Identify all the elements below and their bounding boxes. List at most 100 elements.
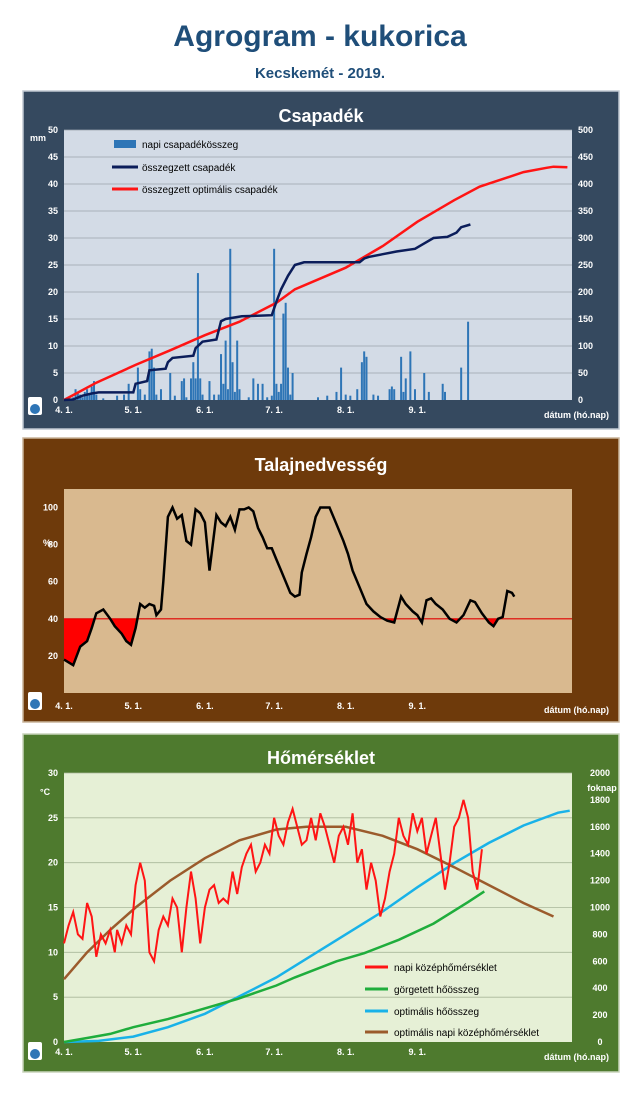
precip-bar xyxy=(356,389,359,400)
precip-bar xyxy=(460,367,463,400)
y-tick-label: 20 xyxy=(48,287,58,297)
precip-bar xyxy=(317,397,319,400)
temperature-title: Hőmérséklet xyxy=(267,748,375,768)
soil-deficit-area xyxy=(110,618,138,645)
precip-bar xyxy=(335,391,338,400)
y-tick-label: 5 xyxy=(53,992,58,1002)
precip-bar xyxy=(213,394,216,400)
y-tick-label: 20 xyxy=(48,858,58,868)
y-tick-label: 0 xyxy=(53,395,58,405)
precip-bar xyxy=(196,273,199,400)
precip-bar xyxy=(273,248,276,400)
precip-bar xyxy=(444,391,446,400)
soil-deficit-area xyxy=(64,618,95,666)
precip-bar xyxy=(139,389,142,400)
precip-bar xyxy=(201,394,204,400)
precip-bar xyxy=(344,394,347,400)
omsz-logo-icon xyxy=(28,692,42,710)
x-tick-label: 9. 1. xyxy=(409,1047,427,1057)
x-tick-label: 6. 1. xyxy=(196,1047,214,1057)
precip-bar xyxy=(224,340,227,400)
y-tick-label: 10 xyxy=(48,341,58,351)
soil-xlabel: dátum (hó.nap) xyxy=(544,705,609,715)
precipitation-ylabel: mm xyxy=(30,133,46,143)
x-tick-label: 4. 1. xyxy=(55,701,73,711)
y-tick-label: 25 xyxy=(48,260,58,270)
legend-label-opt-heat: optimális hőösszeg xyxy=(394,1007,479,1018)
precipitation-xlabel: dátum (hó.nap) xyxy=(544,410,609,420)
precip-bar xyxy=(88,394,91,400)
y2-tick-label: 800 xyxy=(592,929,607,939)
precip-bar xyxy=(159,389,162,400)
y2-tick-label: 1600 xyxy=(590,822,610,832)
precip-bar xyxy=(238,389,241,400)
y2-tick-label: 350 xyxy=(578,206,593,216)
x-tick-label: 8. 1. xyxy=(337,701,355,711)
temperature-y2label: foknap xyxy=(587,783,617,793)
precip-bar xyxy=(286,367,289,400)
x-tick-label: 8. 1. xyxy=(337,405,355,415)
precip-bar xyxy=(208,381,211,400)
page-title: Agrogram - kukorica xyxy=(173,20,467,53)
precip-bar xyxy=(377,395,380,400)
precip-bar xyxy=(365,356,368,400)
precip-bar xyxy=(199,378,202,400)
x-tick-label: 4. 1. xyxy=(55,405,73,415)
y-tick-label: 30 xyxy=(48,233,58,243)
y2-tick-label: 400 xyxy=(592,983,607,993)
omsz-logo-icon xyxy=(28,397,42,415)
precip-bar xyxy=(349,395,352,400)
precipitation-legend: napi csapadékösszeg összegzett csapadék … xyxy=(112,140,279,196)
optimal-daily-mean-temp-line xyxy=(63,825,555,981)
y2-tick-label: 1200 xyxy=(590,876,610,886)
x-tick-label: 9. 1. xyxy=(409,701,427,711)
precip-bar xyxy=(266,397,269,400)
legend-swatch-bars xyxy=(114,140,136,148)
precip-bar xyxy=(169,373,172,400)
rolling-heat-sum-line xyxy=(63,890,485,1044)
precip-bar xyxy=(256,383,259,400)
temperature-ylabel: °C xyxy=(40,787,51,797)
y2-tick-label: 1000 xyxy=(590,903,610,913)
legend-label-daily-temp: napi középhőmérséklet xyxy=(394,963,497,974)
temperature-legend: napi középhőmérséklet görgetett hőösszeg… xyxy=(365,963,539,1039)
precip-bar xyxy=(284,302,287,400)
omsz-logo-icon xyxy=(28,1042,42,1060)
precip-bar xyxy=(173,395,176,400)
x-tick-label: 9. 1. xyxy=(409,405,427,415)
precip-bar xyxy=(143,394,146,400)
precip-bar xyxy=(390,386,393,400)
x-tick-label: 6. 1. xyxy=(196,405,214,415)
precip-bar xyxy=(183,378,186,400)
y2-tick-label: 500 xyxy=(578,125,593,135)
legend-label-cum: összegzett csapadék xyxy=(142,163,236,174)
y-tick-label: 25 xyxy=(48,813,58,823)
precip-bar xyxy=(388,389,391,400)
x-tick-label: 5. 1. xyxy=(125,701,143,711)
y2-tick-label: 200 xyxy=(592,1010,607,1020)
precip-bar xyxy=(150,348,153,400)
precip-bar xyxy=(261,383,264,400)
precip-bar xyxy=(76,391,79,400)
precip-bar xyxy=(217,394,220,400)
precip-bar xyxy=(372,394,375,400)
precip-bar xyxy=(226,389,229,400)
precip-bar xyxy=(270,395,273,400)
x-tick-label: 6. 1. xyxy=(196,701,214,711)
precip-bar xyxy=(233,391,236,400)
precip-bar xyxy=(282,313,285,400)
soil-moisture-line xyxy=(63,504,516,668)
precip-bar xyxy=(252,378,255,400)
y2-tick-label: 300 xyxy=(578,233,593,243)
x-tick-label: 5. 1. xyxy=(125,1047,143,1057)
precip-bar xyxy=(236,340,239,400)
precip-bar xyxy=(180,381,183,400)
precip-bar xyxy=(326,395,329,400)
temperature-xlabel: dátum (hó.nap) xyxy=(544,1052,609,1062)
x-tick-label: 7. 1. xyxy=(265,701,283,711)
y-tick-label: 45 xyxy=(48,152,58,162)
precip-bar xyxy=(190,378,192,400)
soil-title: Talajnedvesség xyxy=(255,455,388,475)
y-tick-label: 40 xyxy=(48,179,58,189)
precip-bar xyxy=(220,354,223,400)
